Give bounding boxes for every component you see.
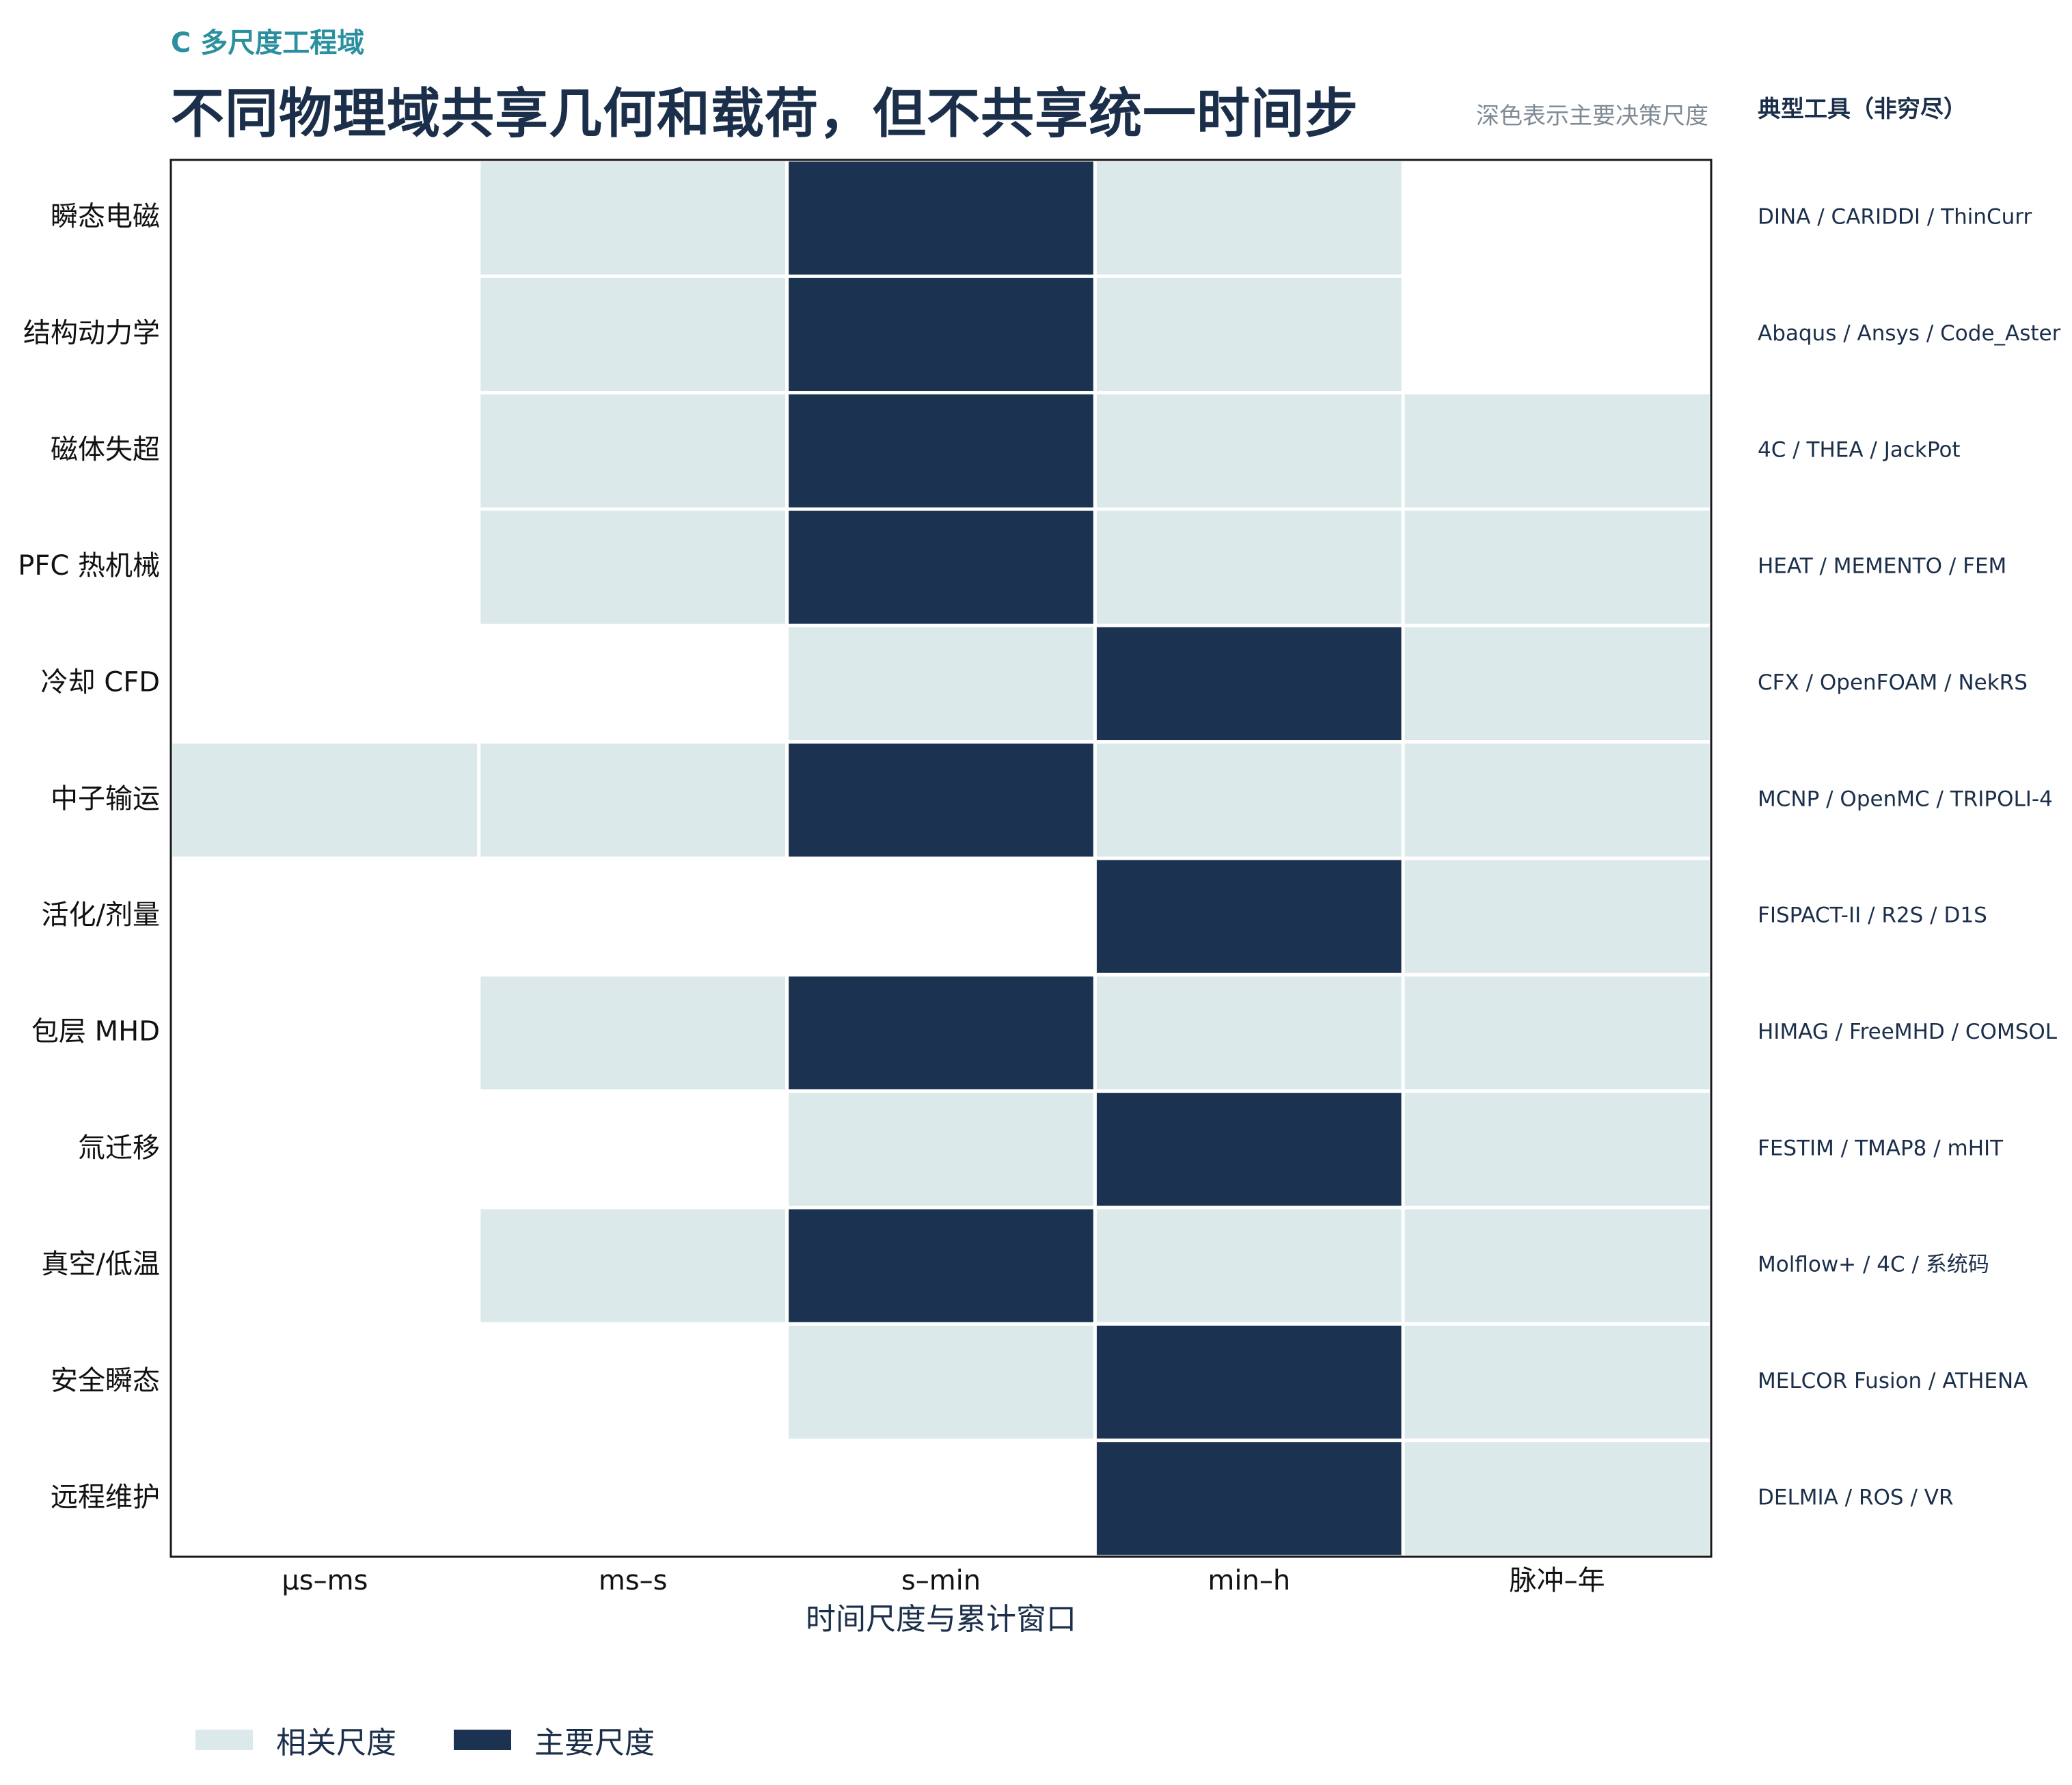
heatmap-cell — [477, 507, 789, 627]
column-label: min–h — [1208, 1565, 1290, 1596]
heatmap-cell — [785, 274, 1097, 395]
heatmap-cell — [1401, 972, 1713, 1093]
row-label: 结构动力学 — [23, 318, 160, 349]
legend: 相关尺度 主要尺度 — [195, 1718, 712, 1762]
heatmap-cell — [785, 1089, 1097, 1210]
column-labels: μs–ms ms–s s–min min–h 脉冲–年 — [282, 1565, 1605, 1596]
heatmap-cell — [785, 740, 1097, 860]
legend-item-primary: 主要尺度 — [454, 1718, 655, 1762]
legend-label-related: 相关尺度 — [276, 1726, 396, 1760]
heatmap-cell — [1401, 507, 1713, 627]
tool-label: Molflow+ / 4C / 系统码 — [1758, 1253, 1989, 1277]
tool-label: MELCOR Fusion / ATHENA — [1758, 1369, 2028, 1393]
heatmap-cell — [785, 623, 1097, 744]
tool-label: FESTIM / TMAP8 / mHIT — [1758, 1136, 2004, 1160]
heatmap-cell — [1401, 1089, 1713, 1210]
tool-label: 4C / THEA / JackPot — [1758, 437, 1961, 462]
tool-labels: DINA / CARIDDI / ThinCurr Abaqus / Ansys … — [1758, 205, 2061, 1510]
row-label: 活化/剂量 — [42, 899, 160, 931]
heatmap-cell — [785, 158, 1097, 278]
panel-tag: C 多尺度工程域 — [171, 27, 365, 59]
heatmap-cell — [1093, 274, 1405, 395]
heatmap-cell — [477, 158, 789, 278]
column-label: μs–ms — [282, 1565, 368, 1596]
heatmap-cell — [785, 1205, 1097, 1326]
row-label: 氚迁移 — [78, 1132, 160, 1164]
heatmap-cell — [1093, 158, 1405, 278]
heatmap-cell — [1401, 1439, 1713, 1559]
legend-label-primary: 主要尺度 — [534, 1726, 655, 1760]
tool-label: DELMIA / ROS / VR — [1758, 1485, 1954, 1510]
tool-label: HIMAG / FreeMHD / COMSOL — [1758, 1020, 2058, 1044]
legend-item-related: 相关尺度 — [195, 1718, 396, 1762]
plot-frame — [169, 159, 1713, 1558]
row-label: PFC 热机械 — [18, 550, 160, 582]
column-label: ms–s — [599, 1565, 668, 1596]
row-label: 瞬态电磁 — [51, 201, 160, 232]
row-label: 安全瞬态 — [51, 1365, 160, 1397]
column-label: 脉冲–年 — [1510, 1565, 1605, 1596]
x-axis-label: 时间尺度与累计窗口 — [806, 1602, 1076, 1637]
tool-label: FISPACT-II / R2S / D1S — [1758, 903, 1987, 928]
tool-label: CFX / OpenFOAM / NekRS — [1758, 670, 2028, 695]
heatmap-cell — [477, 274, 789, 395]
heatmap-cell — [169, 740, 481, 860]
heatmap-cell — [785, 507, 1097, 627]
row-label: 中子输运 — [51, 783, 160, 815]
heatmap-cell — [477, 972, 789, 1093]
row-label: 冷却 CFD — [41, 667, 160, 698]
tool-label: DINA / CARIDDI / ThinCurr — [1758, 205, 2032, 230]
row-label: 包层 MHD — [31, 1016, 160, 1048]
heatmap-cell — [1401, 391, 1713, 511]
heatmap-cell — [785, 972, 1097, 1093]
column-label: s–min — [901, 1565, 981, 1596]
heatmap-cell — [477, 1205, 789, 1326]
heatmap-cell — [1401, 1205, 1713, 1326]
chart-note: 深色表示主要决策尺度 — [1476, 103, 1708, 130]
tool-label: MCNP / OpenMC / TRIPOLI-4 — [1758, 787, 2053, 811]
legend-swatch-related — [195, 1730, 253, 1750]
row-label: 磁体失超 — [51, 434, 160, 465]
heatmap-cell — [1401, 1322, 1713, 1443]
heatmap-cell — [1093, 1322, 1405, 1443]
legend-swatch-primary — [454, 1730, 511, 1750]
tool-label: HEAT / MEMENTO / FEM — [1758, 554, 2006, 579]
heatmap-cell — [1093, 507, 1405, 627]
tools-column-header: 典型工具（非穷尽） — [1758, 96, 1967, 123]
heatmap-cell — [1093, 972, 1405, 1093]
heatmap-cell — [477, 740, 789, 860]
row-label: 真空/低温 — [42, 1249, 160, 1280]
heatmap-cell — [1401, 856, 1713, 977]
heatmap-cell — [1401, 740, 1713, 860]
tool-label: Abaqus / Ansys / Code_Aster — [1758, 321, 2061, 346]
heatmap-cell — [1093, 391, 1405, 511]
row-label: 远程维护 — [51, 1482, 160, 1513]
heatmap-cell — [1093, 1439, 1405, 1559]
heatmap-cells — [169, 158, 1713, 1559]
heatmap-cell — [1093, 623, 1405, 744]
heatmap-cell — [1401, 623, 1713, 744]
chart-title: 不同物理域共享几何和载荷，但不共享统一时间步 — [171, 83, 1359, 145]
heatmap-cell — [477, 391, 789, 511]
heatmap-cell — [785, 391, 1097, 511]
heatmap-cell — [785, 1322, 1097, 1443]
heatmap-cell — [1093, 1205, 1405, 1326]
heatmap-cell — [1093, 740, 1405, 860]
heatmap-cell — [1093, 1089, 1405, 1210]
heatmap-cell — [1093, 856, 1405, 977]
